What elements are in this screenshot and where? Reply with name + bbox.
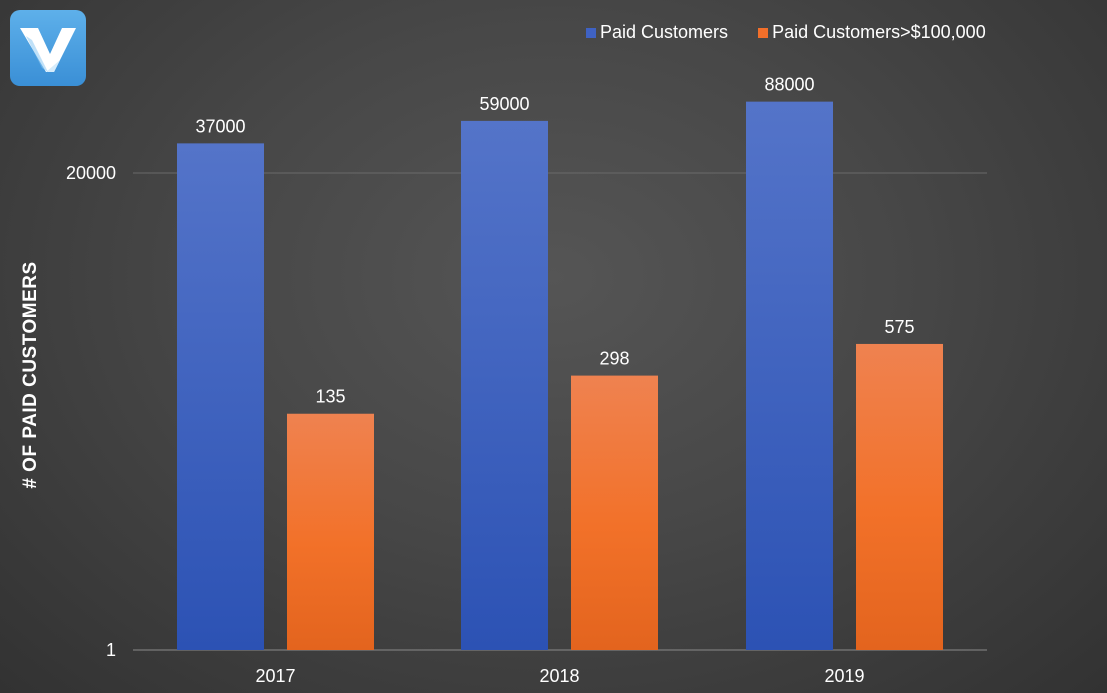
data-label-2018-paid-customers-100k: 298 <box>599 349 629 369</box>
x-tick-label-2019: 2019 <box>824 666 864 686</box>
legend-item-paid-customers: Paid Customers <box>586 22 728 43</box>
x-tick-label-2018: 2018 <box>539 666 579 686</box>
x-tick-label-2017: 2017 <box>255 666 295 686</box>
legend-label-paid-customers: Paid Customers <box>600 22 729 42</box>
brand-logo-icon <box>10 10 86 86</box>
bar-2017-paid-customers <box>177 143 264 650</box>
data-label-2017-paid-customers: 37000 <box>195 116 245 136</box>
data-label-2019-paid-customers-100k: 575 <box>884 317 914 337</box>
y-tick-label: 20000 <box>66 163 116 183</box>
data-label-2019-paid-customers: 88000 <box>764 75 814 95</box>
y-tick-label: 1 <box>106 640 116 660</box>
legend-swatch-paid-customers <box>586 27 596 38</box>
bar-2017-paid-customers-100k <box>287 413 374 650</box>
bar-2019-paid-customers <box>746 101 833 651</box>
data-label-2017-paid-customers-100k: 135 <box>315 387 345 407</box>
legend-label-paid-customers-100k: Paid Customers>$100,000 <box>772 22 986 42</box>
chart-legend: Paid Customers Paid Customers>$100,000 <box>586 22 986 43</box>
legend-item-paid-customers-100k: Paid Customers>$100,000 <box>758 22 986 43</box>
data-label-2018-paid-customers: 59000 <box>479 94 529 114</box>
bar-2019-paid-customers-100k <box>856 343 943 650</box>
bar-2018-paid-customers <box>461 120 548 650</box>
legend-swatch-paid-customers-100k <box>758 27 769 38</box>
bar-2018-paid-customers-100k <box>571 375 658 650</box>
